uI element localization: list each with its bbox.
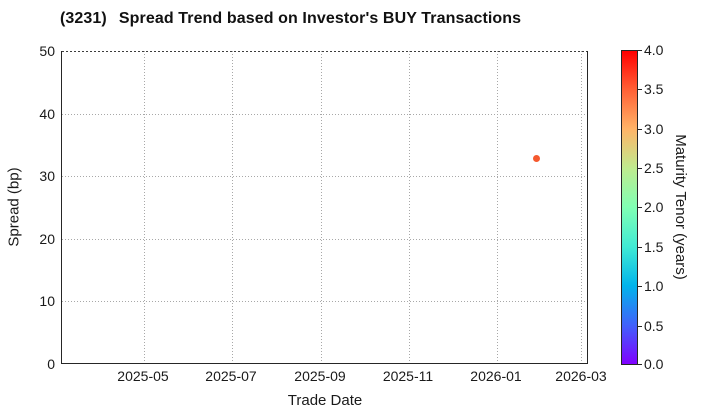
colorbar-tick-4.0 xyxy=(638,50,642,51)
chart-title-text: Spread Trend based on Investor's BUY Tra… xyxy=(118,10,522,27)
colorbar-label-2.0: 2.0 xyxy=(644,199,664,215)
colorbar-tick-2.0 xyxy=(638,207,642,208)
gridline-y-30 xyxy=(62,176,587,178)
x-tick-2025-09: 2025-09 xyxy=(294,368,346,384)
colorbar-gradient xyxy=(621,50,638,365)
x-tick-2025-07: 2025-07 xyxy=(205,368,257,384)
colorbar-tick-0.5 xyxy=(638,326,642,327)
ticker-code: (3231) xyxy=(60,10,107,27)
gridline-x-2025-05 xyxy=(144,51,145,363)
x-axis-label: Trade Date xyxy=(287,392,363,409)
x-tick-2025-05: 2025-05 xyxy=(117,368,169,384)
chart-title: (3231) Spread Trend based on Investor's B… xyxy=(60,10,521,28)
colorbar-tick-1.5 xyxy=(638,247,642,248)
top-gridline-50 xyxy=(62,51,587,52)
x-tick-2025-11: 2025-11 xyxy=(382,368,434,384)
gridline-y-40 xyxy=(62,113,587,115)
x-tick-2026-03: 2026-03 xyxy=(555,368,607,384)
colorbar-label-3.5: 3.5 xyxy=(644,81,664,97)
colorbar-label-1.0: 1.0 xyxy=(644,278,664,294)
y-tick-30: 30 xyxy=(39,168,55,185)
x-tick-2026-01: 2026-01 xyxy=(470,368,522,384)
gridline-x-2026-01 xyxy=(497,51,498,363)
colorbar-label-1.5: 1.5 xyxy=(644,239,664,255)
y-tick-10: 10 xyxy=(39,293,55,310)
colorbar-label-4.0: 4.0 xyxy=(644,42,664,58)
gridline-x-2026-03 xyxy=(581,51,582,363)
colorbar-label-0.0: 0.0 xyxy=(644,356,664,372)
colorbar-axis-label: Maturity Tenor (years) xyxy=(672,134,689,280)
data-point xyxy=(533,155,540,162)
colorbar-tick-3.5 xyxy=(638,89,642,90)
gridline-y-20 xyxy=(62,238,587,240)
plot-area xyxy=(61,51,588,364)
colorbar-tick-1.0 xyxy=(638,286,642,287)
colorbar-label-0.5: 0.5 xyxy=(644,318,664,334)
colorbar-tick-3.0 xyxy=(638,129,642,130)
colorbar-tick-2.5 xyxy=(638,168,642,169)
gridline-y-10 xyxy=(62,301,587,303)
y-tick-0: 0 xyxy=(47,356,55,372)
y-tick-20: 20 xyxy=(39,230,55,247)
y-axis-label: Spread (bp) xyxy=(5,167,23,247)
gridline-x-2025-07 xyxy=(232,51,233,363)
y-tick-50: 50 xyxy=(39,43,55,59)
colorbar-label-3.0: 3.0 xyxy=(644,121,664,137)
colorbar-label-2.5: 2.5 xyxy=(644,160,664,176)
gridline-x-2025-09 xyxy=(321,51,322,363)
colorbar-tick-0.0 xyxy=(638,364,642,365)
gridline-x-2025-11 xyxy=(409,51,410,363)
y-tick-40: 40 xyxy=(39,105,55,122)
